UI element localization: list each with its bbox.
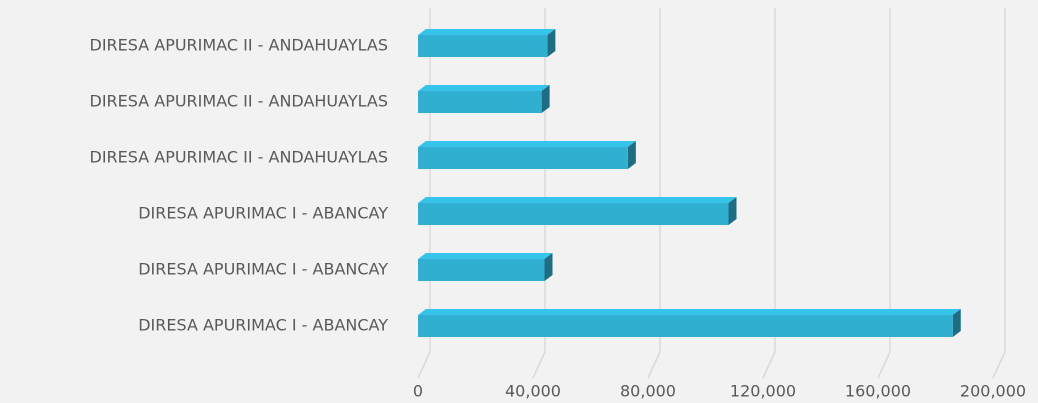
x-tick-label: 200,000: [960, 382, 1026, 401]
tick-mark: [417, 351, 431, 379]
tick-mark: [532, 351, 546, 379]
bar-top: [418, 29, 556, 35]
bar-top: [418, 309, 961, 315]
bar: [418, 91, 542, 113]
bar-top: [418, 197, 737, 203]
bar: [418, 35, 548, 57]
tick-mark: [877, 351, 891, 379]
x-tick-label: 160,000: [845, 382, 911, 401]
y-tick-label: DIRESA APURIMAC I - ABANCAY: [138, 316, 388, 335]
bar-side: [547, 29, 556, 57]
bar-top: [418, 85, 550, 91]
bar: [418, 147, 628, 169]
bar-side: [728, 197, 737, 225]
bar-top: [418, 253, 553, 259]
y-tick-label: DIRESA APURIMAC II - ANDAHUAYLAS: [90, 148, 389, 167]
tick-mark: [992, 351, 1006, 379]
bar: [418, 259, 545, 281]
y-tick-label: DIRESA APURIMAC II - ANDAHUAYLAS: [90, 92, 389, 111]
bar-top: [418, 141, 636, 147]
bar-side: [544, 253, 553, 281]
y-tick-label: DIRESA APURIMAC I - ABANCAY: [138, 260, 388, 279]
bar-side: [627, 141, 636, 169]
y-tick-label: DIRESA APURIMAC I - ABANCAY: [138, 204, 388, 223]
bar-side: [952, 309, 961, 337]
x-tick-label: 80,000: [620, 382, 676, 401]
tick-mark: [762, 351, 776, 379]
bar: [418, 203, 729, 225]
y-tick-label: DIRESA APURIMAC II - ANDAHUAYLAS: [90, 36, 389, 55]
tick-mark: [647, 351, 661, 379]
x-tick-label: 0: [413, 382, 423, 401]
bar-side: [541, 85, 550, 113]
x-tick-label: 40,000: [505, 382, 561, 401]
bar: [418, 315, 953, 337]
x-tick-label: 120,000: [730, 382, 796, 401]
